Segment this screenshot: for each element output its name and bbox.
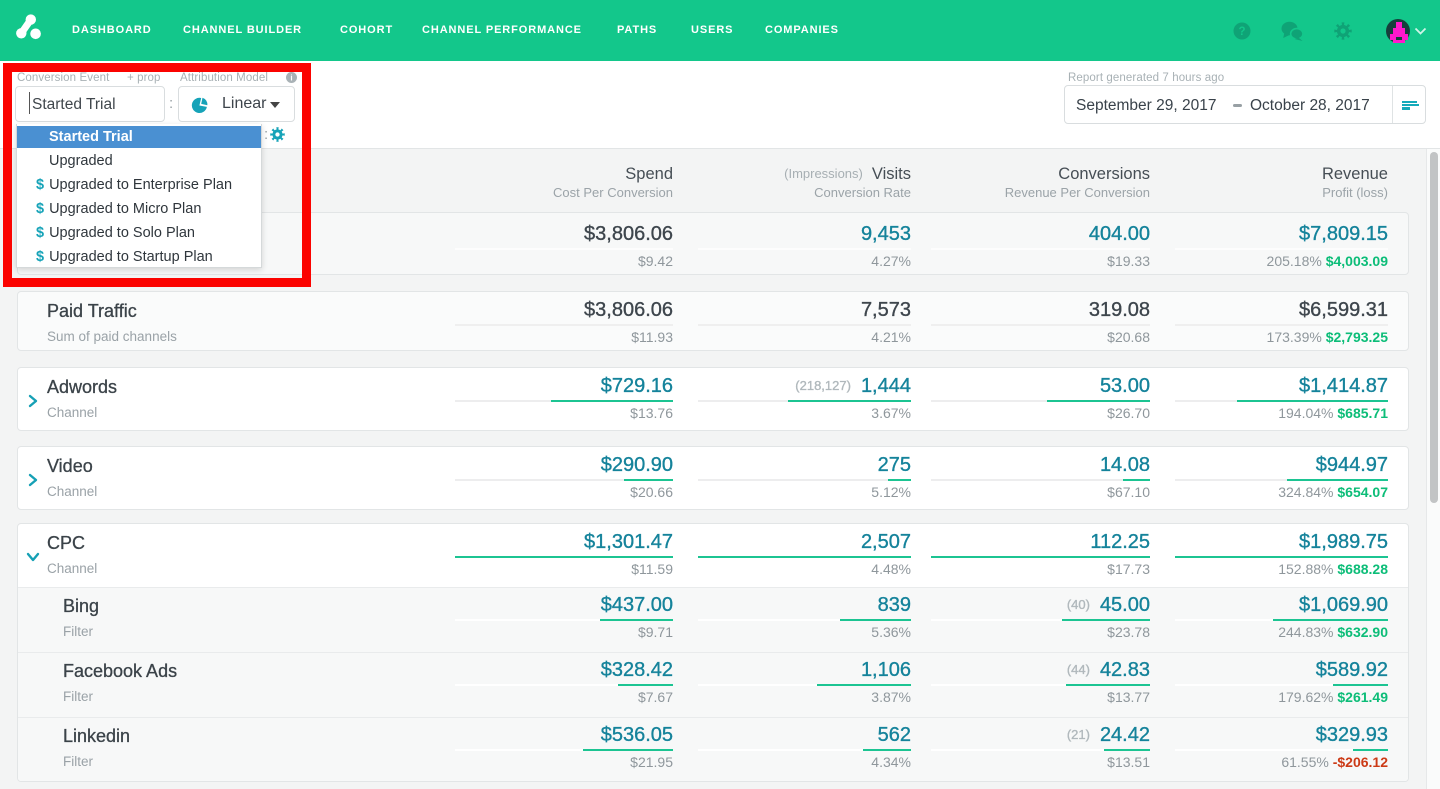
svg-text:i: i <box>290 73 292 82</box>
svg-text:?: ? <box>1238 26 1245 38</box>
